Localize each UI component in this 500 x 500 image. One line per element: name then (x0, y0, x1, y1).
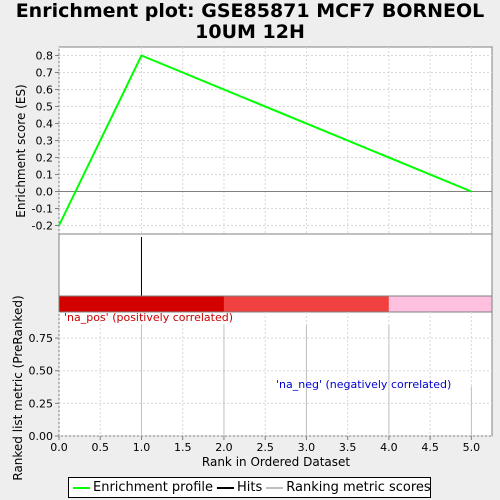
colorbar-segment (223, 296, 389, 312)
legend-item-enrichment: Enrichment profile (73, 480, 213, 495)
hits-plot-area (58, 233, 493, 297)
es-y-tick-label: 0.2 (36, 152, 54, 165)
ranked-y-axis-label: Ranked list metric (PreRanked) (11, 295, 25, 480)
colorbar-segment (59, 296, 224, 312)
x-tick-label: 3.0 (298, 441, 316, 454)
es-y-tick-label: 0.0 (36, 186, 54, 199)
es-y-tick-label: 0.1 (36, 169, 54, 182)
x-tick-label: 4.5 (421, 441, 439, 454)
positive-correlation-label: 'na_pos' (positively correlated) (64, 311, 233, 324)
ranked-y-tick-label: 0.25 (29, 397, 54, 410)
legend: Enrichment profile Hits Ranking metric s… (68, 477, 431, 498)
x-tick-label: 1.5 (174, 441, 192, 454)
negative-correlation-label: 'na_neg' (negatively correlated) (276, 378, 451, 391)
es-y-axis-label: Enrichment score (ES) (14, 84, 28, 217)
ranked-y-tick-label: 0.75 (29, 332, 54, 345)
ranked-plot-area (58, 311, 493, 437)
x-tick-label: 0.0 (50, 441, 68, 454)
x-tick-label: 2.5 (256, 441, 274, 454)
x-tick-label: 0.5 (91, 441, 109, 454)
legend-hits-label: Hits (237, 480, 263, 495)
rank-colorbar (58, 295, 493, 313)
ranked-y-tick-label: 0.50 (29, 365, 54, 378)
ranking-line-swatch (266, 486, 284, 489)
ranked-y-tick-label: 0.00 (29, 430, 54, 443)
es-y-tick-label: -0.1 (32, 203, 53, 216)
x-tick-label: 1.0 (133, 441, 151, 454)
x-tick-label: 3.5 (339, 441, 357, 454)
legend-ranking-label: Ranking metric scores (286, 480, 431, 495)
es-profile-line (58, 54, 472, 226)
chart-title: Enrichment plot: GSE85871 MCF7 BORNEOL 1… (15, 0, 485, 43)
es-y-tick-label: 0.6 (36, 84, 54, 97)
x-axis-label: Rank in Ordered Dataset (202, 455, 350, 469)
es-y-tick-label: 0.7 (36, 67, 54, 80)
enrichment-line-swatch (73, 486, 90, 489)
legend-item-hits: Hits (217, 480, 262, 495)
es-y-tick-label: 0.5 (36, 101, 54, 114)
legend-enrichment-label: Enrichment profile (93, 480, 213, 495)
x-tick-label: 2.0 (215, 441, 233, 454)
x-tick-label: 4.0 (380, 441, 398, 454)
es-y-tick-label: 0.8 (36, 50, 54, 63)
es-y-tick-label: 0.3 (36, 135, 54, 148)
es-y-tick-label: 0.4 (36, 118, 54, 131)
colorbar-segment (388, 296, 492, 312)
es-y-tick-label: -0.2 (32, 220, 53, 233)
hits-line-swatch (217, 486, 234, 489)
legend-item-ranking: Ranking metric scores (266, 480, 431, 495)
x-tick-label: 5.0 (463, 441, 481, 454)
